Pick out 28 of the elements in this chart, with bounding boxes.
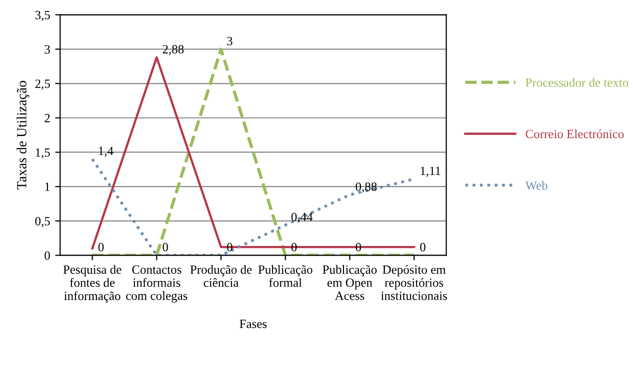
- x-tick-label: Pesquisa de fontes de informação: [63, 265, 122, 303]
- y-axis-title: Taxas de Utilização: [16, 80, 30, 190]
- data-label: 0: [98, 242, 104, 252]
- y-tick-label: 3,5: [35, 10, 50, 22]
- data-label: 0,44: [291, 212, 313, 223]
- x-tick-label: Produção de ciência: [190, 265, 252, 287]
- y-tick-label: 1,5: [36, 148, 50, 158]
- y-tick-label: 0,5: [35, 216, 50, 228]
- y-tick-label: 0: [44, 251, 50, 260]
- data-label: 1,11: [420, 166, 440, 177]
- y-tick-label: 2,5: [35, 80, 50, 90]
- data-label: 0: [162, 242, 168, 252]
- data-label: 0,88: [356, 182, 377, 193]
- x-axis-title: Fases: [240, 320, 267, 328]
- y-tick-label: 2: [44, 114, 50, 122]
- x-tick-label: Contactos informais com colegas: [126, 265, 188, 303]
- y-tick-label: 3: [44, 45, 50, 54]
- legend-label: Correio Electrónico: [526, 129, 624, 138]
- x-tick-label: Publicação em Open Acess: [322, 265, 377, 300]
- x-tick-label: Publicação formal: [258, 265, 312, 287]
- x-tick-label: Depósito em repositórios institucionais: [381, 265, 447, 300]
- data-label: 0: [420, 242, 426, 252]
- data-label: 1,4: [98, 146, 114, 157]
- legend-label: Processador de texto: [526, 78, 628, 87]
- legend-label: Web: [525, 180, 548, 190]
- data-label: 3: [227, 36, 232, 46]
- data-label: 2,88: [162, 45, 184, 56]
- y-tick-label: 1: [45, 182, 50, 191]
